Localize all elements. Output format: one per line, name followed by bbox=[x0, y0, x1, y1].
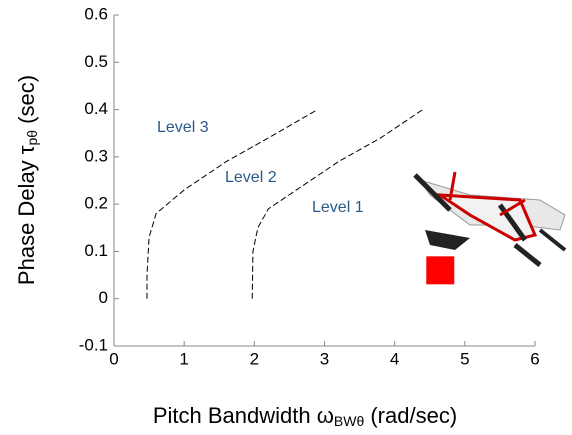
level-label: Level 3 bbox=[157, 119, 209, 136]
level-label: Level 1 bbox=[312, 199, 364, 216]
x-tick-label: 2 bbox=[250, 349, 259, 368]
data-point bbox=[426, 256, 455, 285]
y-axis-title: Phase Delay τpθ (sec) bbox=[14, 75, 40, 285]
y-tick-label: 0.3 bbox=[84, 146, 108, 165]
x-axis-title: Pitch Bandwidth ωBWθ (rad/sec) bbox=[153, 403, 457, 429]
x-tick-label: 0 bbox=[109, 349, 118, 368]
y-tick-label: 0.6 bbox=[84, 4, 108, 23]
x-tick-label: 4 bbox=[390, 349, 399, 368]
y-tick-label: 0.4 bbox=[84, 99, 108, 118]
y-tick-label: 0.5 bbox=[84, 52, 108, 71]
y-tick-label: 0 bbox=[99, 288, 108, 307]
x-tick-label: 1 bbox=[179, 349, 188, 368]
y-tick-label: 0.1 bbox=[84, 241, 108, 260]
level-label: Level 2 bbox=[225, 169, 277, 186]
x-tick-label: 5 bbox=[460, 349, 469, 368]
y-tick-label: 0.2 bbox=[84, 194, 108, 213]
boundary-line bbox=[146, 109, 318, 299]
aircraft-illustration bbox=[413, 171, 567, 267]
boundary-line bbox=[251, 109, 424, 299]
y-tick-label: -0.1 bbox=[79, 335, 108, 354]
x-tick-label: 6 bbox=[530, 349, 539, 368]
x-tick-label: 3 bbox=[320, 349, 329, 368]
